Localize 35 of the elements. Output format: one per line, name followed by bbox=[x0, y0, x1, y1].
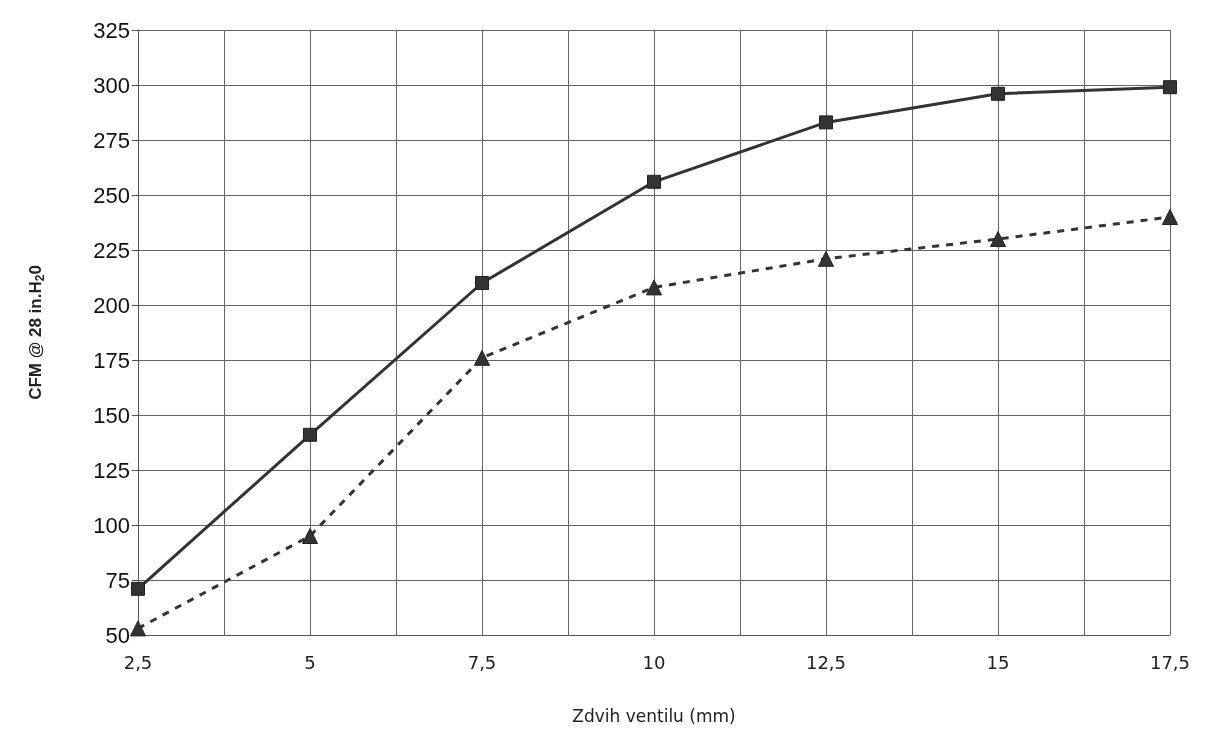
x-tick-label: 15 bbox=[986, 651, 1010, 673]
point bbox=[646, 279, 662, 296]
point bbox=[131, 581, 145, 596]
point bbox=[818, 250, 834, 267]
y-tick-label: 275 bbox=[93, 127, 130, 153]
x-tick-label: 10 bbox=[642, 651, 666, 673]
point bbox=[303, 427, 317, 442]
x-tick-label: 12,5 bbox=[805, 651, 847, 673]
y-tick-label: 325 bbox=[93, 17, 130, 43]
y-tick-label: 300 bbox=[93, 72, 130, 98]
x-tick-label: 2,5 bbox=[123, 651, 153, 673]
point bbox=[991, 86, 1005, 101]
y-tick-label: 200 bbox=[93, 292, 130, 318]
x-axis-title: Zdvih ventilu (mm) bbox=[572, 705, 736, 726]
x-tick-label: 5 bbox=[304, 651, 316, 673]
point bbox=[474, 349, 490, 366]
y-tick-label: 225 bbox=[93, 237, 130, 263]
point bbox=[1163, 80, 1177, 95]
point bbox=[475, 276, 489, 290]
y-tick-label: 100 bbox=[93, 512, 130, 538]
point bbox=[130, 620, 146, 637]
point bbox=[647, 174, 661, 189]
y-tick-label: 75 bbox=[105, 567, 130, 593]
y-tick-label: 175 bbox=[93, 347, 130, 373]
y-axis-title: CFM @ 28 in.H20 bbox=[25, 265, 47, 400]
y-tick-label: 250 bbox=[93, 182, 130, 208]
point bbox=[1162, 209, 1178, 225]
y-tick-label: 50 bbox=[105, 622, 130, 648]
y-tick-label: 125 bbox=[93, 457, 130, 483]
point bbox=[819, 115, 833, 130]
point bbox=[990, 231, 1006, 247]
point bbox=[302, 528, 318, 544]
x-tick-label: 17,5 bbox=[1149, 651, 1191, 673]
y-tick-label: 150 bbox=[93, 402, 130, 428]
x-tick-label: 7,5 bbox=[467, 651, 497, 673]
